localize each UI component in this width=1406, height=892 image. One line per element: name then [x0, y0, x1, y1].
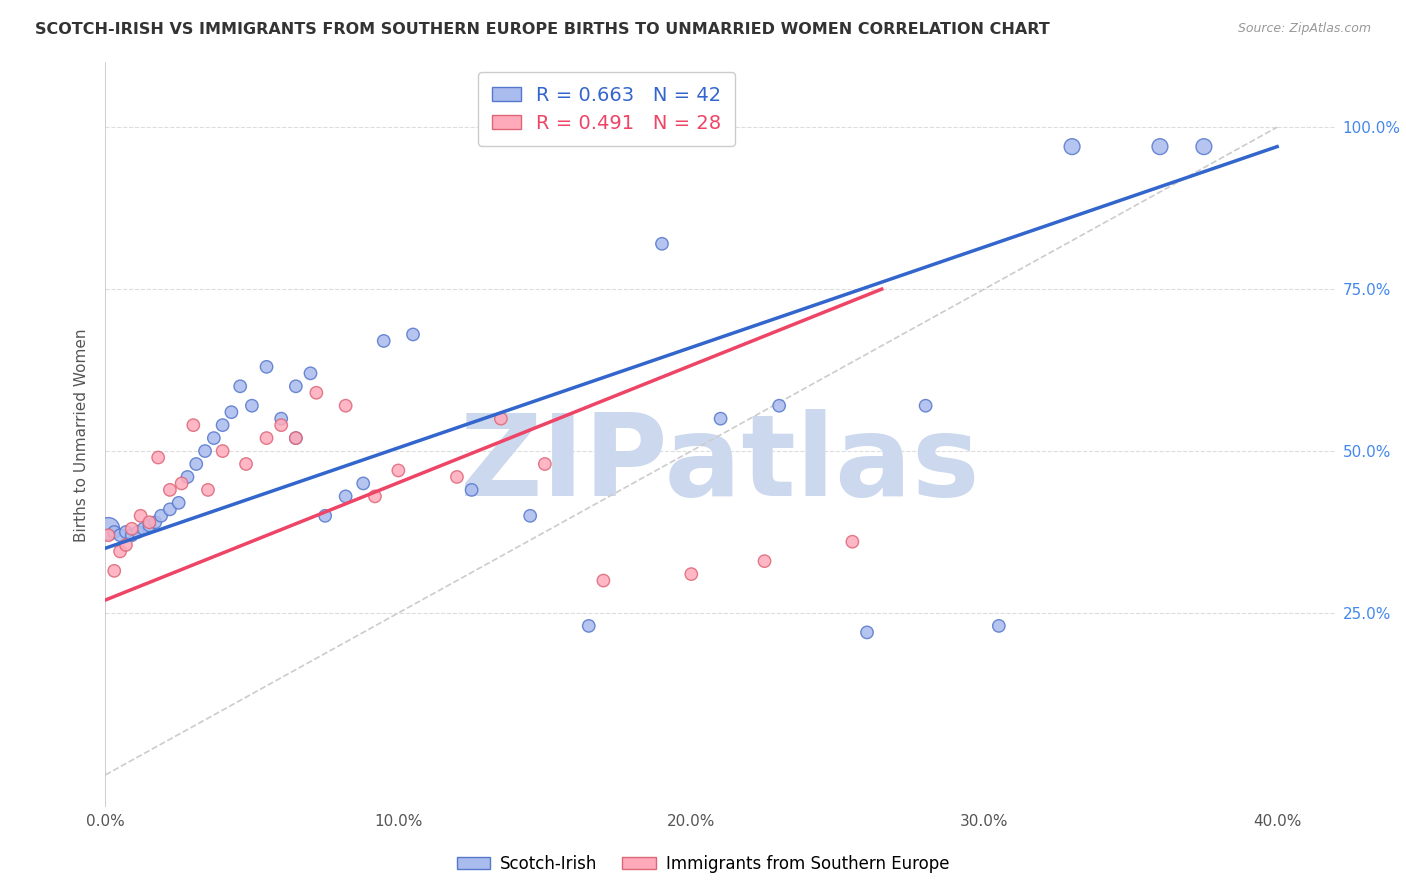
Point	[284, 379, 307, 393]
Point	[115, 538, 138, 552]
Point	[987, 619, 1010, 633]
Point	[103, 524, 125, 539]
Point	[335, 489, 357, 503]
Point	[402, 327, 425, 342]
Point	[335, 399, 357, 413]
Point	[167, 496, 190, 510]
Point	[270, 411, 292, 425]
Point	[235, 457, 257, 471]
Point	[97, 528, 120, 542]
Point	[229, 379, 252, 393]
Point	[202, 431, 225, 445]
Point	[841, 534, 863, 549]
Point	[710, 411, 733, 425]
Point	[754, 554, 776, 568]
Legend: Scotch-Irish, Immigrants from Southern Europe: Scotch-Irish, Immigrants from Southern E…	[450, 848, 956, 880]
Point	[256, 359, 278, 374]
Point	[681, 567, 703, 582]
Point	[159, 483, 181, 497]
Point	[121, 522, 143, 536]
Point	[270, 418, 292, 433]
Point	[305, 385, 328, 400]
Point	[148, 450, 170, 465]
Text: Source: ZipAtlas.com: Source: ZipAtlas.com	[1237, 22, 1371, 36]
Point	[364, 489, 387, 503]
Point	[373, 334, 395, 348]
Point	[150, 508, 173, 523]
Point	[856, 625, 879, 640]
Point	[387, 463, 409, 477]
Point	[138, 516, 160, 530]
Text: ZIPatlas: ZIPatlas	[460, 409, 981, 520]
Point	[352, 476, 374, 491]
Point	[115, 524, 138, 539]
Point	[914, 399, 936, 413]
Point	[108, 528, 131, 542]
Point	[103, 564, 125, 578]
Point	[256, 431, 278, 445]
Point	[176, 470, 198, 484]
Point	[170, 476, 193, 491]
Point	[1192, 139, 1215, 153]
Legend: R = 0.663   N = 42, R = 0.491   N = 28: R = 0.663 N = 42, R = 0.491 N = 28	[478, 72, 735, 146]
Point	[284, 431, 307, 445]
Point	[768, 399, 790, 413]
Point	[578, 619, 600, 633]
Point	[194, 444, 217, 458]
Point	[519, 508, 541, 523]
Point	[143, 516, 166, 530]
Point	[446, 470, 468, 484]
Point	[211, 444, 233, 458]
Point	[460, 483, 482, 497]
Point	[159, 502, 181, 516]
Point	[1149, 139, 1171, 153]
Point	[314, 508, 336, 523]
Point	[211, 418, 233, 433]
Point	[138, 518, 160, 533]
Point	[129, 508, 152, 523]
Point	[240, 399, 263, 413]
Point	[121, 528, 143, 542]
Point	[183, 418, 205, 433]
Point	[592, 574, 614, 588]
Text: SCOTCH-IRISH VS IMMIGRANTS FROM SOUTHERN EUROPE BIRTHS TO UNMARRIED WOMEN CORREL: SCOTCH-IRISH VS IMMIGRANTS FROM SOUTHERN…	[35, 22, 1050, 37]
Point	[132, 522, 155, 536]
Point	[221, 405, 243, 419]
Point	[299, 367, 322, 381]
Point	[197, 483, 219, 497]
Point	[127, 524, 149, 539]
Point	[651, 236, 673, 251]
Point	[186, 457, 208, 471]
Point	[284, 431, 307, 445]
Point	[533, 457, 555, 471]
Point	[1062, 139, 1084, 153]
Point	[108, 544, 131, 558]
Y-axis label: Births to Unmarried Women: Births to Unmarried Women	[75, 328, 90, 541]
Point	[489, 411, 512, 425]
Point	[97, 522, 120, 536]
